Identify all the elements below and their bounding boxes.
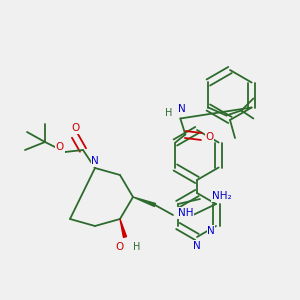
Polygon shape xyxy=(120,219,127,237)
Text: N: N xyxy=(193,241,201,251)
Text: O: O xyxy=(116,242,124,252)
Text: N: N xyxy=(178,103,186,113)
Text: H: H xyxy=(165,109,172,118)
Text: N: N xyxy=(207,226,215,236)
Text: NH₂: NH₂ xyxy=(212,191,232,201)
Text: NH: NH xyxy=(178,208,194,218)
Text: O: O xyxy=(56,142,64,152)
Text: O: O xyxy=(205,131,214,142)
Polygon shape xyxy=(133,197,155,206)
Text: H: H xyxy=(133,242,140,252)
Text: O: O xyxy=(71,123,79,133)
Text: N: N xyxy=(91,156,99,166)
